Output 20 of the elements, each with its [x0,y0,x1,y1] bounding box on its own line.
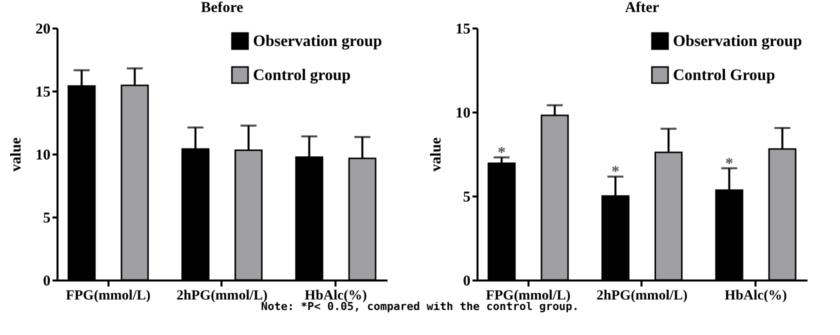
y-tick-label: 15 [456,22,470,38]
y-tick-label: 5 [43,210,50,226]
y-tick-label: 0 [463,274,470,290]
y-tick-label: 20 [36,22,50,38]
chart-title: Before [200,0,244,16]
y-tick-label: 0 [43,274,50,290]
legend-label: Control Group [673,67,776,84]
data-label: * [611,164,620,181]
y-tick-label: 10 [36,148,50,164]
data-label: * [498,144,506,162]
y-axis-title: value [8,137,24,172]
y-tick-label: 10 [456,106,470,122]
y-axis-title: value [428,137,444,172]
y-tick-label: 5 [463,190,470,206]
data-label: * [725,155,734,172]
legend-label: Observation group [673,33,802,50]
legend-label: Observation group [253,33,382,50]
y-tick-label: 15 [36,84,50,100]
legend-label: Control group [253,67,351,84]
chart-title: After [624,0,660,16]
